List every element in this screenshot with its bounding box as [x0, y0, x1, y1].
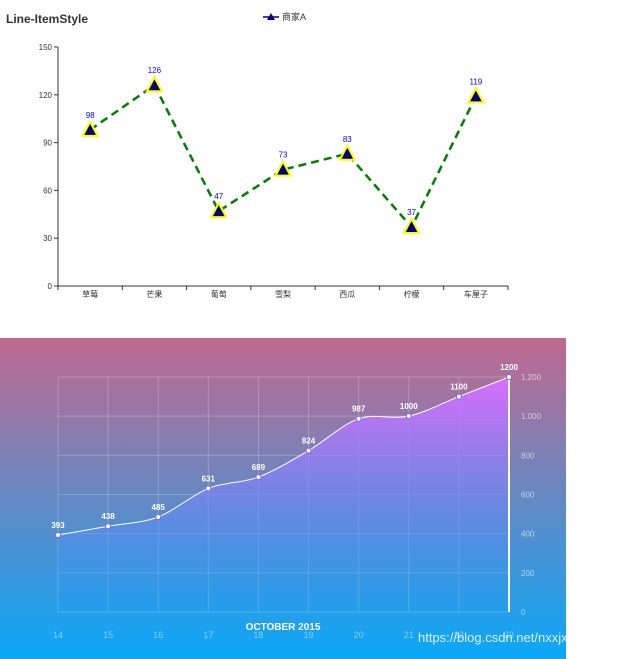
- x-tick-label: 21: [404, 630, 414, 640]
- area-chart: 0 200 400 600 800 1,000 1,200 14 15 16 17 18 19 20 21 2…: [0, 338, 566, 659]
- data-label: 438: [101, 512, 115, 521]
- x-tick-label: 15: [103, 630, 113, 640]
- y-tick-label: 30: [43, 234, 52, 243]
- data-label: 119: [469, 77, 482, 86]
- x-tick-label: 车厘子: [464, 289, 488, 299]
- x-tick-label: 17: [203, 630, 213, 640]
- y-tick-label: 90: [43, 139, 52, 148]
- x-tick-label: 20: [354, 630, 364, 640]
- x-tick-label: 22: [454, 630, 464, 640]
- data-label: 824: [302, 437, 316, 446]
- series-line: [57, 376, 510, 536]
- data-label: 689: [252, 463, 266, 472]
- x-tick-label: 18: [253, 630, 263, 640]
- y-tick-label: 800: [521, 451, 535, 460]
- x-tick-label: 14: [53, 630, 63, 640]
- x-tick-label: 16: [153, 630, 163, 640]
- series-area: [58, 377, 509, 612]
- legend: 商家A: [263, 11, 306, 22]
- data-point: [105, 523, 112, 530]
- legend-label: 商家A: [282, 11, 306, 22]
- x-tick-label: 19: [304, 630, 314, 640]
- data-point-marker: [80, 119, 100, 137]
- legend-marker: [267, 13, 275, 20]
- data-point: [506, 374, 512, 380]
- y-tick-label: 1,000: [521, 412, 542, 421]
- data-point: [255, 474, 262, 481]
- x-tick-label: 23: [504, 630, 514, 640]
- y-tick-label: 120: [39, 91, 53, 100]
- x-tick-label: 草莓: [82, 289, 98, 299]
- data-point: [155, 514, 162, 521]
- chart-title: OCTOBER 2015: [246, 622, 321, 633]
- line-chart: 商家A 0 30 60 90 120 150 草莓 芒果 葡萄 雪梨 西瓜 柠檬 车厘子 98 126 47 73…: [39, 11, 509, 299]
- x-tick-label: 芒果: [146, 289, 162, 299]
- y-tick-label: 1,200: [521, 373, 542, 382]
- data-point: [305, 447, 312, 454]
- data-point-marker: [402, 216, 421, 235]
- data-point: [355, 415, 362, 422]
- data-point-marker: [273, 159, 293, 177]
- watermark: https://blog.csdn.net/nxxjxw: [418, 630, 577, 645]
- data-point: [455, 393, 462, 400]
- data-label: 393: [51, 521, 65, 530]
- x-tick-label: 西瓜: [339, 290, 355, 299]
- x-tick-label: 葡萄: [211, 289, 227, 299]
- y-tick-label: 60: [43, 186, 52, 195]
- data-label: 485: [152, 503, 166, 512]
- data-label: 126: [148, 66, 162, 75]
- data-point: [205, 485, 212, 492]
- y-tick-label: 400: [521, 530, 535, 539]
- data-label: 73: [279, 151, 288, 160]
- data-label: 1100: [450, 383, 468, 392]
- y-tick-label: 600: [521, 491, 535, 500]
- x-tick-label: 柠檬: [404, 289, 420, 299]
- chart-title: Line-ItemStyle: [6, 12, 89, 26]
- data-label: 83: [343, 135, 352, 144]
- data-point: [55, 532, 61, 539]
- y-tick-label: 0: [521, 608, 526, 617]
- data-label: 987: [352, 405, 366, 414]
- data-point-marker: [466, 86, 486, 104]
- y-tick-label: 0: [48, 282, 53, 291]
- y-tick-label: 150: [39, 43, 53, 52]
- data-label: 1200: [500, 363, 518, 372]
- data-label: 98: [86, 111, 95, 120]
- data-label: 631: [202, 474, 216, 483]
- data-label: 1000: [400, 402, 418, 411]
- y-tick-label: 200: [521, 569, 535, 578]
- data-point-marker: [145, 75, 164, 93]
- data-point-marker: [338, 143, 357, 161]
- data-label: 47: [214, 192, 223, 201]
- data-label: 37: [407, 208, 416, 217]
- data-point-marker: [209, 200, 228, 219]
- data-point: [405, 413, 412, 420]
- x-tick-label: 雪梨: [275, 289, 291, 299]
